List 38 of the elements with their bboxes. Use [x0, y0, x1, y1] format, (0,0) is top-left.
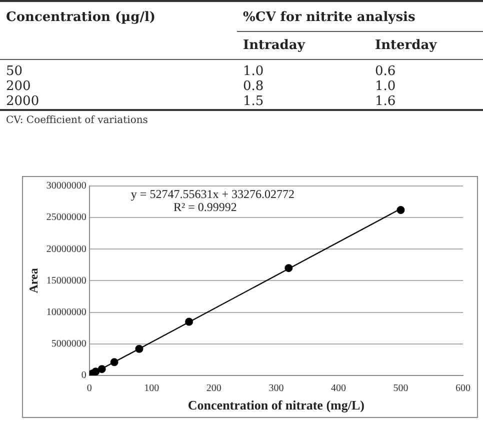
x-tick-label: 600	[456, 383, 470, 394]
text: 1.5	[243, 94, 264, 109]
x-axis-title: Concentration of nitrate (mg/L)	[188, 398, 364, 413]
point	[110, 358, 118, 366]
point	[135, 344, 144, 353]
point	[92, 368, 100, 376]
category-label: Interday	[369, 32, 483, 60]
annotation: R² = 0.99992	[174, 200, 237, 214]
annotation: y = 52747.55631x + 33276.02772	[130, 187, 294, 202]
y-tick-label: 25000000	[46, 212, 86, 224]
point	[284, 264, 293, 272]
y-tick-label: 15000000	[46, 275, 86, 286]
category-label: 200	[6, 79, 31, 94]
text: %CV for nitrite analysis	[237, 1, 483, 32]
x-tick-label: 100	[144, 383, 160, 394]
point	[98, 365, 106, 374]
text: 1.0	[375, 79, 396, 94]
y-tick-label: 30000000	[46, 180, 86, 192]
text: 1.6	[375, 94, 396, 109]
y-tick-label: 10000000	[46, 306, 86, 318]
point	[396, 206, 405, 214]
x-tick-label: 300	[268, 383, 284, 394]
y-tick-label: 20000000	[46, 244, 86, 255]
text: Concentration (µg/l)	[0, 1, 237, 32]
x-tick-label: 200	[206, 383, 222, 394]
category-label: 50	[6, 64, 23, 79]
text: CV: Coefficient of variations	[5, 114, 149, 128]
text: 0.6	[375, 64, 396, 79]
text: 1.0	[243, 64, 264, 79]
category-label: 2000	[6, 94, 40, 109]
y-axis-title: Area	[26, 268, 40, 294]
point	[185, 318, 194, 326]
x-tick-label: 500	[393, 383, 408, 394]
y-tick-label: 0	[81, 370, 86, 382]
x-tick-label: 400	[330, 383, 346, 394]
category-label: Intraday	[237, 32, 369, 60]
text: 0.8	[243, 79, 264, 94]
y-tick-label: 5000000	[51, 338, 86, 350]
